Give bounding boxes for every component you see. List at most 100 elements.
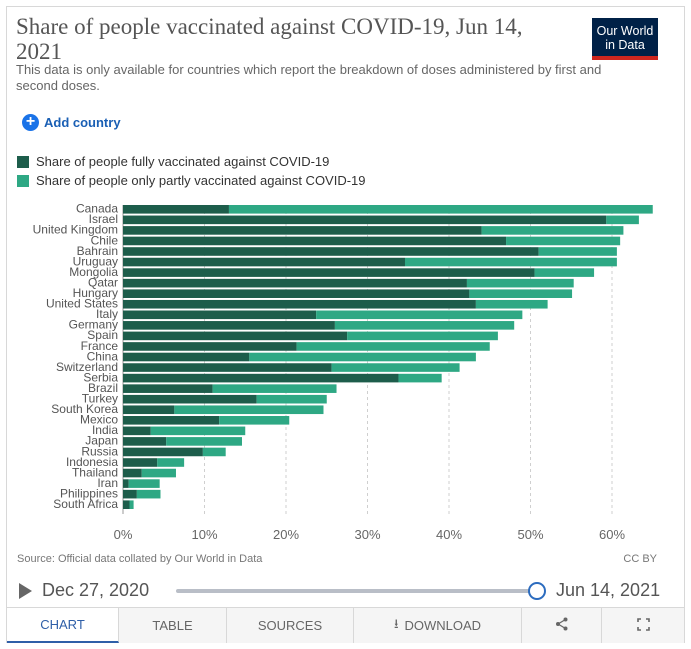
bar-partly-vaccinated[interactable] (157, 458, 185, 467)
bar-partly-vaccinated[interactable] (481, 226, 624, 235)
x-tick-label: 60% (599, 527, 625, 542)
bar-fully-vaccinated[interactable] (123, 268, 535, 277)
bar-partly-vaccinated[interactable] (256, 394, 327, 404)
tab-sources-label: SOURCES (257, 618, 323, 633)
bar-partly-vaccinated[interactable] (538, 247, 617, 256)
bar-partly-vaccinated[interactable] (316, 310, 523, 320)
bar-fully-vaccinated[interactable] (123, 500, 130, 509)
bar-fully-vaccinated[interactable] (123, 384, 213, 393)
bar-fully-vaccinated[interactable] (123, 236, 507, 246)
bar-fully-vaccinated[interactable] (123, 447, 203, 457)
bar-partly-vaccinated[interactable] (469, 289, 573, 298)
category-label: Chile (91, 233, 119, 247)
bar-fully-vaccinated[interactable] (123, 321, 335, 330)
bar-partly-vaccinated[interactable] (202, 447, 226, 457)
timeline-handle[interactable] (528, 582, 546, 600)
bar-partly-vaccinated[interactable] (219, 416, 290, 425)
bar-fully-vaccinated[interactable] (123, 352, 250, 362)
tab-table[interactable]: TABLE (119, 608, 227, 643)
timeline-track[interactable] (176, 589, 531, 593)
tab-download-label: DOWNLOAD (404, 618, 482, 633)
bar-partly-vaccinated[interactable] (475, 299, 548, 309)
timeline: Dec 27, 2020 Jun 14, 2021 (16, 576, 666, 606)
bar-fully-vaccinated[interactable] (123, 278, 467, 288)
add-country-button[interactable]: + Add country (22, 112, 121, 132)
source-note: Source: Official data collated by Our Wo… (17, 553, 263, 565)
category-label: Bahrain (77, 244, 118, 258)
bar-partly-vaccinated[interactable] (466, 278, 574, 288)
bar-partly-vaccinated[interactable] (228, 205, 653, 214)
bar-partly-vaccinated[interactable] (334, 321, 515, 330)
category-label: Indonesia (66, 455, 118, 469)
bar-fully-vaccinated[interactable] (123, 405, 175, 415)
download-icon: ⭳ (393, 615, 399, 631)
bar-fully-vaccinated[interactable] (123, 215, 607, 225)
bar-fully-vaccinated[interactable] (123, 468, 142, 478)
bar-partly-vaccinated[interactable] (398, 373, 442, 383)
category-label: Hungary (73, 286, 118, 300)
tab-download[interactable]: ⭳ DOWNLOAD (354, 608, 522, 643)
bar-fully-vaccinated[interactable] (123, 299, 476, 309)
bar-fully-vaccinated[interactable] (123, 247, 539, 256)
plus-circle-icon: + (22, 113, 39, 131)
bar-partly-vaccinated[interactable] (136, 489, 161, 499)
category-label: Mexico (80, 413, 118, 427)
category-label: Japan (85, 434, 118, 448)
bar-fully-vaccinated[interactable] (123, 416, 220, 425)
tab-share[interactable] (522, 608, 602, 643)
x-tick-label: 20% (273, 527, 299, 542)
bar-fully-vaccinated[interactable] (123, 458, 158, 467)
bar-fully-vaccinated[interactable] (123, 394, 257, 404)
legend-label-partly: Share of people only partly vaccinated a… (36, 173, 366, 188)
category-label: Brazil (88, 381, 118, 395)
chart-subtitle: This data is only available for countrie… (16, 62, 602, 93)
bar-partly-vaccinated[interactable] (296, 342, 490, 351)
category-label: Spain (87, 328, 118, 342)
bar-partly-vaccinated[interactable] (506, 236, 621, 246)
bar-fully-vaccinated[interactable] (123, 479, 129, 488)
bar-partly-vaccinated[interactable] (249, 352, 476, 362)
bar-fully-vaccinated[interactable] (123, 310, 317, 320)
bar-partly-vaccinated[interactable] (606, 215, 639, 225)
bar-fully-vaccinated[interactable] (123, 289, 470, 298)
category-label: South Korea (51, 402, 118, 416)
bar-fully-vaccinated[interactable] (123, 426, 151, 436)
category-label: Qatar (88, 275, 118, 289)
bar-fully-vaccinated[interactable] (123, 331, 348, 341)
bar-partly-vaccinated[interactable] (534, 268, 595, 277)
owid-logo[interactable]: Our World in Data (592, 18, 658, 60)
legend-swatch-partly (17, 174, 29, 187)
bar-partly-vaccinated[interactable] (347, 331, 498, 341)
category-label: Italy (96, 307, 118, 321)
tab-bar: CHART TABLE SOURCES ⭳ DOWNLOAD (7, 607, 684, 643)
bar-partly-vaccinated[interactable] (128, 479, 160, 488)
category-label: United Kingdom (33, 223, 118, 237)
tab-fullscreen[interactable] (602, 608, 684, 643)
bar-partly-vaccinated[interactable] (166, 437, 242, 446)
bar-fully-vaccinated[interactable] (123, 257, 405, 267)
legend-item-partly[interactable]: Share of people only partly vaccinated a… (17, 171, 366, 190)
bar-fully-vaccinated[interactable] (123, 437, 167, 446)
category-label: Thailand (72, 465, 118, 479)
bar-partly-vaccinated[interactable] (212, 384, 337, 393)
legend-item-fully[interactable]: Share of people fully vaccinated against… (17, 152, 366, 171)
timeline-start-date: Dec 27, 2020 (42, 580, 150, 600)
tab-chart[interactable]: CHART (7, 608, 119, 643)
share-icon (555, 617, 569, 634)
bar-fully-vaccinated[interactable] (123, 342, 297, 351)
bar-partly-vaccinated[interactable] (129, 500, 134, 509)
bar-fully-vaccinated[interactable] (123, 205, 229, 214)
bar-fully-vaccinated[interactable] (123, 226, 482, 235)
bar-partly-vaccinated[interactable] (404, 257, 617, 267)
bar-partly-vaccinated[interactable] (174, 405, 324, 415)
bar-partly-vaccinated[interactable] (141, 468, 176, 478)
tab-sources[interactable]: SOURCES (227, 608, 354, 643)
bar-partly-vaccinated[interactable] (331, 363, 460, 372)
license-link[interactable]: CC BY (623, 553, 657, 565)
bar-fully-vaccinated[interactable] (123, 489, 137, 499)
bar-fully-vaccinated[interactable] (123, 363, 332, 372)
bar-partly-vaccinated[interactable] (150, 426, 246, 436)
play-icon[interactable] (19, 583, 32, 599)
bar-fully-vaccinated[interactable] (123, 373, 399, 383)
